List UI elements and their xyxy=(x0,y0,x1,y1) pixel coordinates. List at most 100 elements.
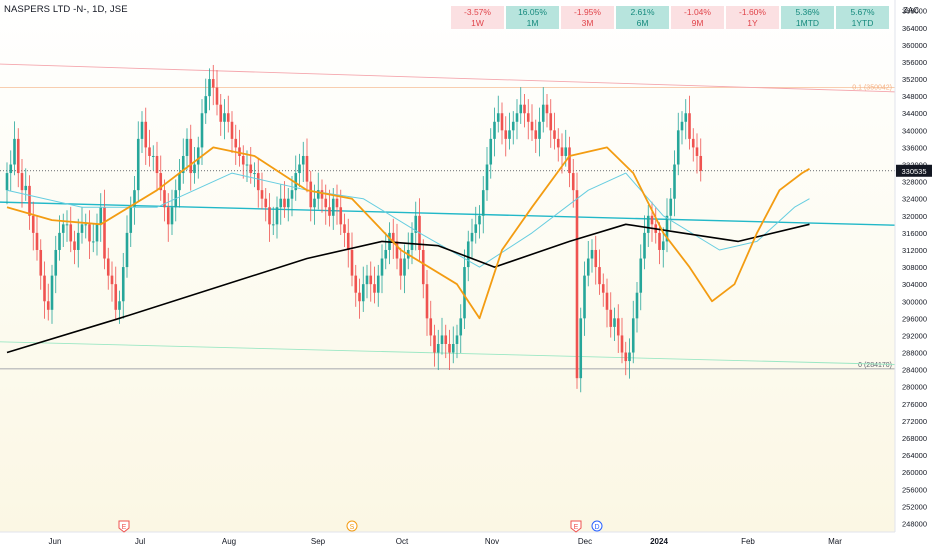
event-marker-s[interactable]: S xyxy=(346,520,358,532)
candle[interactable] xyxy=(219,94,223,136)
candle[interactable] xyxy=(695,133,699,174)
candle[interactable] xyxy=(365,264,369,299)
candle[interactable] xyxy=(125,215,129,278)
candle[interactable] xyxy=(193,146,196,184)
candle[interactable] xyxy=(166,193,170,242)
candle[interactable] xyxy=(429,300,433,347)
candle[interactable] xyxy=(511,111,515,145)
candle[interactable] xyxy=(676,112,680,176)
candle[interactable] xyxy=(496,95,500,133)
candle[interactable] xyxy=(455,324,459,359)
candle[interactable] xyxy=(121,252,125,319)
candle[interactable] xyxy=(444,324,448,359)
candle[interactable] xyxy=(215,70,219,116)
candle[interactable] xyxy=(350,232,354,287)
candle[interactable] xyxy=(283,181,286,218)
candle[interactable] xyxy=(519,87,523,124)
candle[interactable] xyxy=(628,338,631,379)
candle[interactable] xyxy=(613,307,616,341)
candle[interactable] xyxy=(601,273,605,307)
candle[interactable] xyxy=(586,241,590,287)
candle[interactable] xyxy=(234,124,238,165)
candle[interactable] xyxy=(470,218,474,259)
candle[interactable] xyxy=(466,230,470,282)
candle[interactable] xyxy=(440,317,444,355)
candle[interactable] xyxy=(5,162,9,205)
candle[interactable] xyxy=(669,188,673,230)
candle[interactable] xyxy=(384,232,388,270)
candle[interactable] xyxy=(414,201,418,251)
candle[interactable] xyxy=(646,205,650,247)
candle[interactable] xyxy=(373,266,376,304)
candle[interactable] xyxy=(181,138,185,184)
candle[interactable] xyxy=(376,264,380,307)
candle[interactable] xyxy=(24,168,28,201)
candle[interactable] xyxy=(241,145,245,179)
candle[interactable] xyxy=(159,155,163,201)
candle[interactable] xyxy=(343,213,346,247)
candle-layer[interactable] xyxy=(5,64,703,393)
performance-cell-9m[interactable]: -1.04% 9M xyxy=(671,6,724,29)
trendline-lower[interactable] xyxy=(0,341,896,365)
candle[interactable] xyxy=(504,116,508,157)
candle[interactable] xyxy=(84,213,88,239)
candle[interactable] xyxy=(106,247,110,290)
candle[interactable] xyxy=(639,244,643,311)
candle[interactable] xyxy=(358,278,361,319)
candle[interactable] xyxy=(616,304,620,353)
candle[interactable] xyxy=(298,153,301,188)
candle[interactable] xyxy=(579,307,583,393)
candle[interactable] xyxy=(684,99,688,140)
candle[interactable] xyxy=(508,112,511,150)
candle[interactable] xyxy=(635,282,639,333)
candle[interactable] xyxy=(290,176,294,217)
candle[interactable] xyxy=(523,94,526,128)
candle[interactable] xyxy=(316,172,320,210)
candle[interactable] xyxy=(624,341,628,376)
trendline-support[interactable] xyxy=(0,201,896,226)
candle[interactable] xyxy=(286,188,290,222)
candle[interactable] xyxy=(380,244,384,294)
candle[interactable] xyxy=(459,304,463,353)
candle[interactable] xyxy=(541,87,545,133)
candle[interactable] xyxy=(665,198,669,253)
candle[interactable] xyxy=(91,223,95,253)
candle[interactable] xyxy=(35,215,39,261)
candle[interactable] xyxy=(489,128,493,179)
candle[interactable] xyxy=(526,99,530,140)
candle[interactable] xyxy=(271,206,275,236)
candle[interactable] xyxy=(133,176,136,225)
candle[interactable] xyxy=(88,210,91,259)
candle[interactable] xyxy=(556,128,560,162)
candle[interactable] xyxy=(189,124,193,191)
candle[interactable] xyxy=(485,146,489,201)
candle[interactable] xyxy=(260,172,264,210)
candle[interactable] xyxy=(354,264,358,307)
candle[interactable] xyxy=(549,99,553,148)
candle[interactable] xyxy=(418,198,421,261)
candle[interactable] xyxy=(110,261,114,302)
performance-cell-1m[interactable]: 16.05% 1M xyxy=(506,6,559,29)
candle[interactable] xyxy=(346,218,350,268)
candle[interactable] xyxy=(264,188,268,222)
candle[interactable] xyxy=(230,111,234,153)
candle[interactable] xyxy=(328,189,331,227)
candle[interactable] xyxy=(13,121,16,176)
candle[interactable] xyxy=(530,104,534,142)
candle[interactable] xyxy=(631,300,635,364)
candle[interactable] xyxy=(699,138,703,182)
performance-cell-1mtd[interactable]: 5.36% 1MTD xyxy=(781,6,834,29)
candle[interactable] xyxy=(73,230,76,265)
candle[interactable] xyxy=(568,136,571,188)
candle[interactable] xyxy=(46,283,50,321)
candle[interactable] xyxy=(421,239,425,299)
candle[interactable] xyxy=(474,206,478,244)
candle[interactable] xyxy=(673,150,676,217)
candle[interactable] xyxy=(170,189,174,236)
candle[interactable] xyxy=(463,249,466,330)
candle[interactable] xyxy=(691,128,695,162)
candle[interactable] xyxy=(279,184,283,225)
candle[interactable] xyxy=(80,206,84,244)
candle[interactable] xyxy=(148,129,151,167)
